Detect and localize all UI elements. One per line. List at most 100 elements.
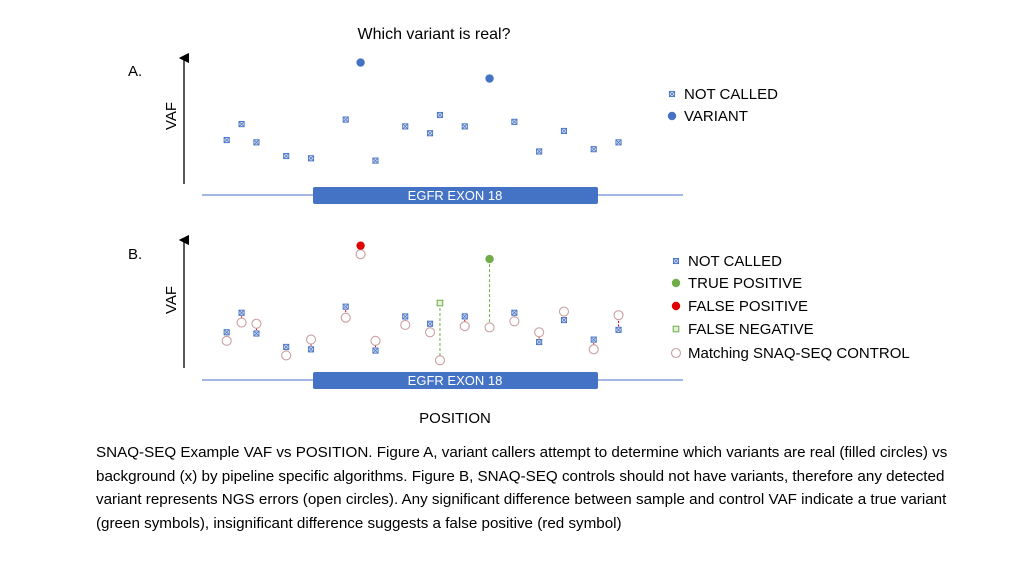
sample-control-pair: [305, 334, 317, 353]
not-called-cross: [427, 130, 433, 137]
legend-not-called-symbol: [672, 257, 680, 265]
legend-variant-marker: [667, 111, 677, 121]
sample-control-pair: [459, 313, 470, 332]
figure-caption: SNAQ-SEQ Example VAF vs POSITION. Figure…: [96, 444, 948, 532]
control-point: [424, 327, 436, 338]
not-called-point: [283, 343, 290, 350]
control-point: [236, 317, 247, 328]
legend-false-negative-marker: [672, 325, 680, 333]
panel-b-plot: [221, 241, 624, 366]
panel-b-exon-label: EGFR EXON 18: [408, 373, 503, 388]
not-called-point: [238, 121, 245, 128]
control-point: [221, 335, 232, 346]
not-called-cross: [615, 326, 622, 333]
control-point: [434, 355, 446, 366]
chart-title: Which variant is real?: [358, 26, 511, 43]
not-called-cross: [590, 146, 597, 153]
not-called-cross: [561, 128, 567, 134]
control-point: [588, 344, 599, 355]
variant-point: [356, 58, 365, 67]
sample-control-pair: [221, 329, 232, 346]
not-called-point: [615, 326, 622, 333]
not-called-cross: [238, 121, 245, 127]
not-called-point: [372, 157, 379, 164]
panel-a-exon-label: EGFR EXON 18: [408, 188, 503, 203]
panel-a-y-label: VAF: [163, 102, 180, 130]
not-called-cross: [511, 309, 518, 316]
legend-true-positive-marker: [671, 278, 681, 288]
not-called-point: [536, 338, 543, 346]
not-called-point: [511, 309, 518, 316]
not-called-point: [238, 309, 245, 316]
control-point: [355, 249, 366, 260]
legend-a-variant: VARIANT: [684, 108, 748, 125]
legend-false-positive-symbol: [671, 301, 681, 311]
legend-b-not-called: NOT CALLED: [688, 253, 782, 270]
sample-control-pair: [400, 313, 411, 331]
panel-b-legend: NOT CALLED TRUE POSITIVE FALSE POSITIVE …: [670, 253, 910, 362]
not-called-point: [461, 313, 468, 320]
true-positive-point: [485, 254, 494, 264]
not-called-cross: [238, 309, 245, 316]
panel-a-exon-bar: [313, 187, 598, 204]
sample-control-pair: [355, 241, 366, 260]
not-called-cross: [461, 313, 468, 320]
legend-b-control: Matching SNAQ-SEQ CONTROL: [688, 345, 910, 362]
sample-control-pair: [558, 306, 570, 324]
not-called-point: [590, 146, 597, 153]
control-point: [484, 322, 495, 333]
not-called-cross: [536, 148, 543, 155]
not-called-point: [372, 347, 379, 354]
not-called-cross: [223, 329, 230, 336]
control-point: [340, 312, 351, 323]
control-point: [251, 318, 262, 329]
legend-b-false-negative: FALSE NEGATIVE: [688, 321, 814, 338]
sample-control-pair: [236, 309, 247, 328]
not-called-point: [560, 127, 568, 135]
control-point: [534, 327, 545, 338]
not-called-point: [426, 130, 434, 137]
legend-true-positive-symbol: [671, 278, 681, 288]
sample-control-pair: [534, 327, 545, 346]
control-point: [370, 335, 381, 346]
not-called-point: [342, 303, 349, 310]
legend-b-false-positive: FALSE POSITIVE: [688, 298, 808, 315]
legend-not-called-marker: [668, 90, 676, 98]
legend-variant-symbol: [667, 111, 677, 121]
not-called-point: [536, 148, 543, 155]
not-called-point: [615, 139, 622, 146]
sample-control-pair: [434, 299, 446, 366]
not-called-point: [253, 330, 260, 337]
legend-a-not-called: NOT CALLED: [684, 86, 778, 103]
control-point: [509, 316, 520, 327]
sample-control-pair: [370, 335, 381, 354]
false-positive-point: [356, 241, 365, 250]
sample-control-pair: [509, 309, 520, 327]
not-called-cross: [669, 91, 675, 97]
control-point: [558, 306, 570, 317]
x-axis-label: POSITION: [419, 410, 491, 427]
not-called-point: [436, 111, 444, 119]
sample-control-pair: [588, 336, 599, 355]
sample-control-pair: [613, 310, 624, 333]
sample-control-pair: [424, 320, 436, 338]
not-called-cross: [372, 157, 379, 164]
not-called-point: [426, 320, 434, 327]
not-called-cross: [461, 123, 468, 130]
panel-b-label: B.: [128, 246, 142, 263]
panel-a-label: A.: [128, 63, 142, 80]
control-point: [613, 310, 624, 321]
not-called-cross: [223, 137, 230, 143]
control-point: [305, 334, 317, 345]
sample-control-pair: [484, 254, 495, 333]
sample-control-pair: [281, 343, 292, 361]
not-called-point: [590, 336, 597, 343]
not-called-cross: [536, 339, 543, 345]
panel-a-plot: [223, 58, 622, 164]
not-called-cross: [590, 336, 597, 343]
legend-control-symbol: [670, 347, 682, 359]
not-called-point: [307, 346, 315, 353]
control-point: [459, 321, 470, 332]
legend-control-marker: [670, 347, 682, 359]
